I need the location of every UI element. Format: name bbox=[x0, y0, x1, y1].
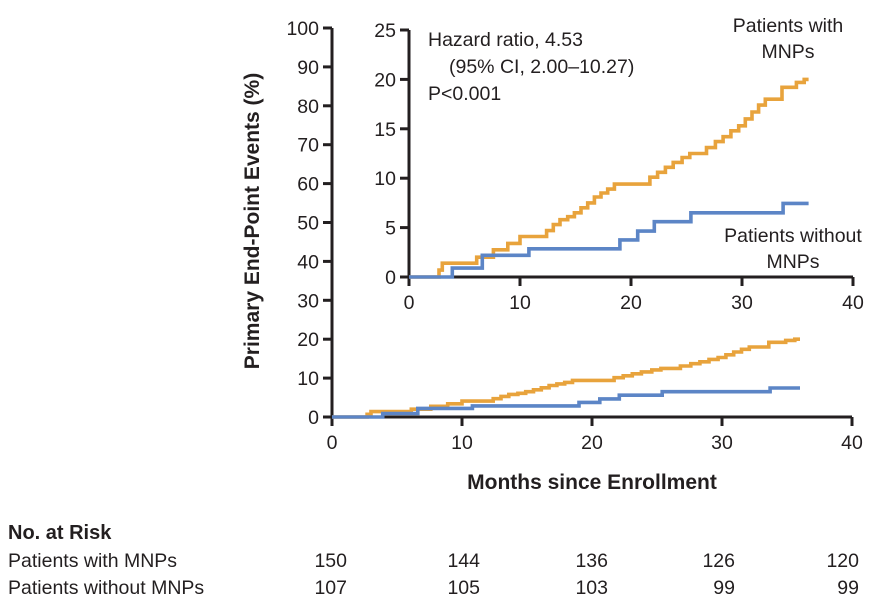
y-tick-label: 10 bbox=[297, 368, 319, 390]
curve-patients-without-mnps bbox=[332, 386, 800, 419]
annotation-line-3: P<0.001 bbox=[428, 83, 502, 105]
risk-count: 144 bbox=[447, 550, 480, 572]
label-patients-with-mnps-line-1: Patients with bbox=[732, 15, 844, 37]
risk-count: 150 bbox=[314, 550, 347, 572]
x-tick-label: 10 bbox=[509, 292, 531, 314]
label-patients-without-mnps: Patients without MNPs bbox=[710, 223, 876, 275]
label-patients-with-mnps: Patients with MNPs bbox=[708, 13, 868, 65]
x-tick-label: 40 bbox=[841, 432, 863, 454]
x-tick-label: 0 bbox=[327, 432, 338, 454]
y-tick-label: 20 bbox=[297, 329, 319, 351]
curve-patients-without-mnps bbox=[409, 201, 809, 279]
x-tick-label: 20 bbox=[581, 432, 603, 454]
y-tick-label: 0 bbox=[308, 407, 319, 429]
y-tick-label: 15 bbox=[374, 119, 396, 141]
y-axis-title: Primary End-Point Events (%) bbox=[241, 72, 264, 370]
y-tick-label: 90 bbox=[297, 57, 319, 79]
label-patients-without-mnps-line-2: MNPs bbox=[766, 251, 820, 273]
label-patients-with-mnps-line-2: MNPs bbox=[761, 41, 815, 63]
hazard-ratio-annotation: Hazard ratio, 4.53 (95% CI, 2.00–10.27) … bbox=[428, 27, 634, 108]
risk-count: 103 bbox=[575, 577, 608, 599]
x-axis-title: Months since Enrollment bbox=[467, 471, 717, 494]
curve-patients-with-mnps bbox=[409, 77, 809, 279]
risk-count: 136 bbox=[575, 550, 608, 572]
y-tick-label: 25 bbox=[374, 20, 396, 42]
y-tick-label: 10 bbox=[374, 168, 396, 190]
risk-count: 107 bbox=[314, 577, 347, 599]
y-tick-label: 60 bbox=[297, 174, 319, 196]
y-tick-label: 30 bbox=[297, 290, 319, 312]
x-tick-label: 30 bbox=[731, 292, 753, 314]
risk-count: 99 bbox=[837, 577, 859, 599]
x-tick-label: 10 bbox=[451, 432, 473, 454]
y-tick-label: 5 bbox=[385, 218, 396, 240]
x-tick-label: 30 bbox=[711, 432, 733, 454]
risk-count: 99 bbox=[713, 577, 735, 599]
y-tick-label: 0 bbox=[385, 267, 396, 289]
y-tick-label: 100 bbox=[286, 18, 319, 40]
y-tick-label: 50 bbox=[297, 213, 319, 235]
risk-count: 105 bbox=[447, 577, 480, 599]
curve-patients-with-mnps bbox=[332, 337, 800, 419]
annotation-line-2: (95% CI, 2.00–10.27) bbox=[449, 56, 635, 78]
y-tick-label: 20 bbox=[374, 69, 396, 91]
annotation-line-1: Hazard ratio, 4.53 bbox=[428, 29, 584, 51]
inset-plot: 0 5 10 15 20 25 0 10 20 30 40 bbox=[374, 20, 864, 314]
y-tick-label: 80 bbox=[297, 96, 319, 118]
risk-count: 126 bbox=[702, 550, 735, 572]
x-tick-label: 40 bbox=[842, 292, 864, 314]
risk-row-with-mnps-label: Patients with MNPs bbox=[8, 550, 178, 572]
x-tick-label: 20 bbox=[620, 292, 642, 314]
y-tick-label: 40 bbox=[297, 251, 319, 273]
label-patients-without-mnps-line-1: Patients without bbox=[724, 225, 862, 247]
risk-table-title: No. at Risk bbox=[8, 522, 112, 544]
y-tick-label: 70 bbox=[297, 135, 319, 157]
x-tick-label: 0 bbox=[404, 292, 415, 314]
risk-count: 120 bbox=[826, 550, 859, 572]
risk-row-without-mnps-label: Patients without MNPs bbox=[8, 577, 205, 599]
